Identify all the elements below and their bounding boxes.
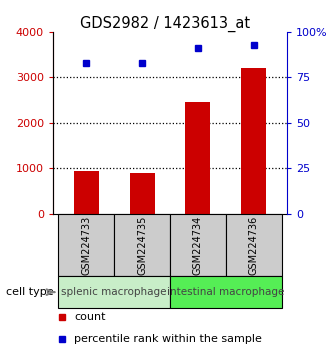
Bar [241,68,266,214]
Bar [114,214,170,276]
Bar [226,214,281,276]
Text: GSM224734: GSM224734 [193,216,203,275]
Text: splenic macrophage: splenic macrophage [61,287,167,297]
Text: GSM224735: GSM224735 [137,216,147,275]
Bar [185,102,211,214]
Text: GSM224733: GSM224733 [81,216,91,275]
Bar [58,214,114,276]
Text: GSM224736: GSM224736 [248,216,259,275]
Bar [58,276,170,308]
Text: cell type: cell type [6,287,54,297]
Bar [74,171,99,214]
Bar [129,173,155,214]
Text: intestinal macrophage: intestinal macrophage [167,287,284,297]
Text: percentile rank within the sample: percentile rank within the sample [74,333,262,343]
Bar [170,276,281,308]
Text: count: count [74,312,105,322]
Bar [170,214,226,276]
Text: GDS2982 / 1423613_at: GDS2982 / 1423613_at [80,16,250,32]
